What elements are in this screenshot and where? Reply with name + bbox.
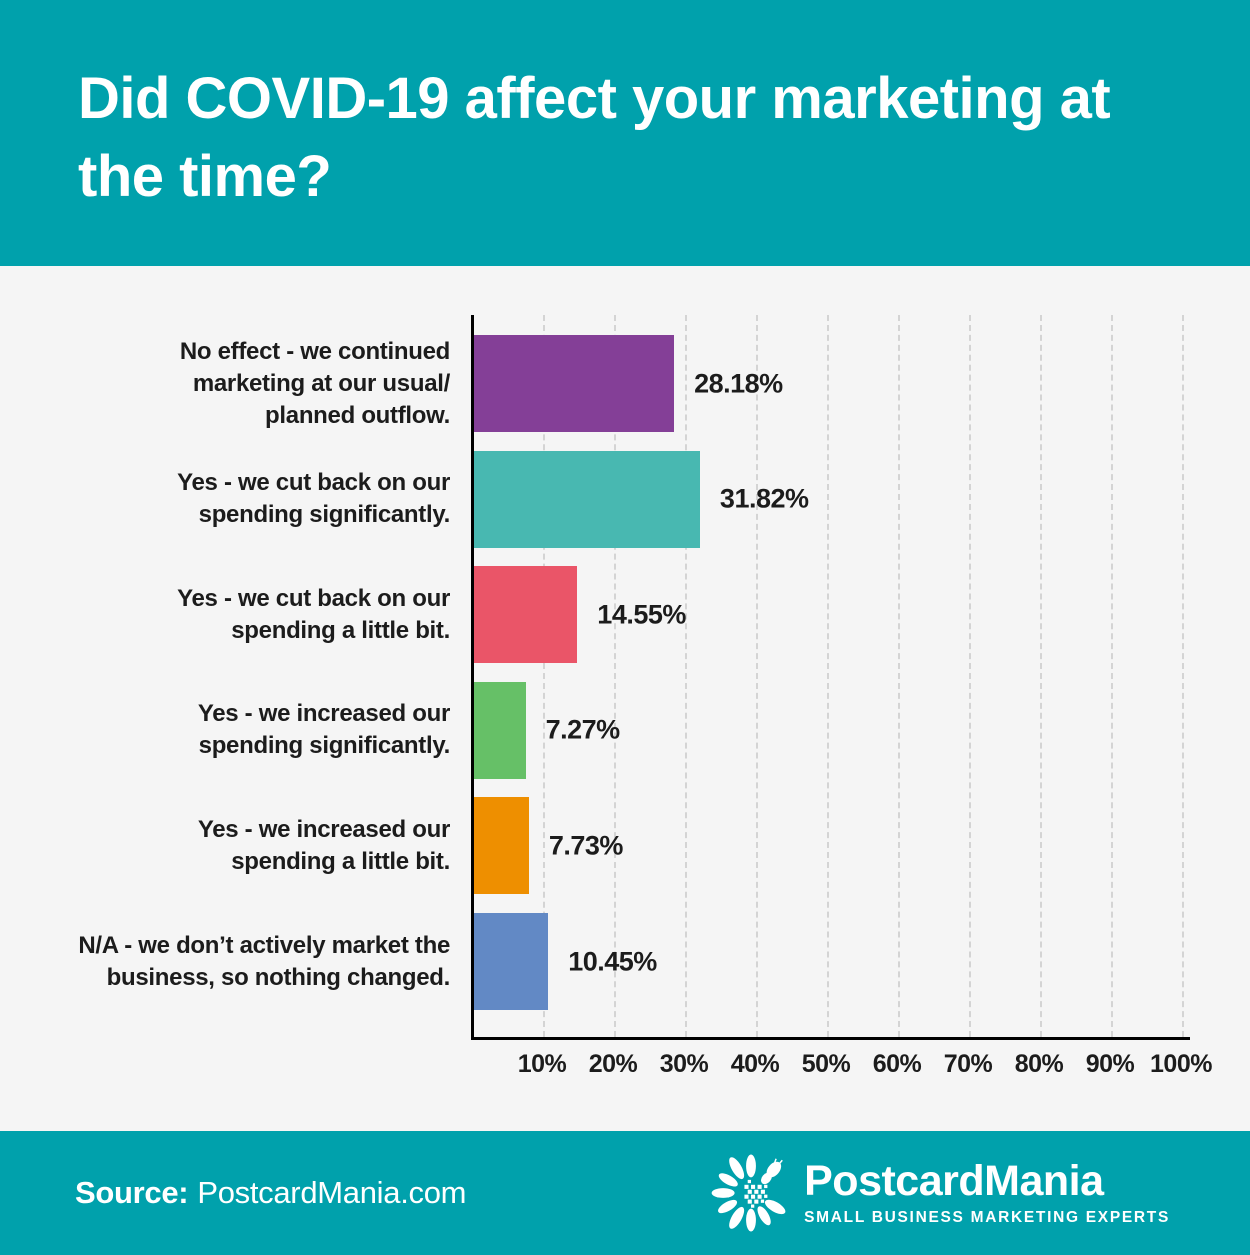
pixel-center bbox=[744, 1179, 768, 1208]
gridline bbox=[614, 315, 616, 1037]
page-title-line1: Did COVID-19 affect your marketing at bbox=[78, 66, 1111, 131]
bar bbox=[474, 797, 529, 895]
bar bbox=[474, 681, 526, 779]
bar bbox=[474, 913, 549, 1010]
plot-area: 28.18% 31.82% 14.55% 7.27% 7.73% 10.45% bbox=[471, 315, 1190, 1040]
logo-brand-text: PostcardMania bbox=[804, 1156, 1104, 1205]
value-label: 14.55% bbox=[597, 599, 686, 630]
x-axis-tick-label: 20% bbox=[588, 1050, 638, 1078]
page-title: Did COVID-19 affect your marketing at the… bbox=[78, 60, 1180, 216]
gridline bbox=[827, 315, 829, 1037]
x-axis-tick-label: 10% bbox=[517, 1050, 567, 1078]
category-label: N/A - we don’t actively market the busine… bbox=[0, 930, 471, 994]
butterfly-shape bbox=[761, 1158, 783, 1185]
category-label-line: Yes - we increased our bbox=[197, 700, 450, 728]
category-label-line: spending a little bit. bbox=[231, 616, 450, 644]
x-axis-tick-label: 90% bbox=[1085, 1050, 1135, 1078]
category-label-line: Yes - we cut back on our bbox=[177, 584, 450, 612]
source-label: Source: bbox=[75, 1175, 189, 1210]
gridline bbox=[1111, 315, 1113, 1037]
postcardmania-logo: PostcardMania SMALL BUSINESS MARKETING E… bbox=[710, 1152, 1170, 1234]
page-title-line2: the time? bbox=[78, 144, 332, 209]
gridline bbox=[898, 315, 900, 1037]
bar bbox=[474, 450, 700, 548]
x-axis-tick-label: 30% bbox=[659, 1050, 709, 1078]
value-label: 31.82% bbox=[719, 483, 809, 514]
category-label-line: spending a little bit. bbox=[231, 847, 450, 875]
x-axis-tick-label: 70% bbox=[943, 1050, 993, 1078]
gridline bbox=[1182, 315, 1184, 1037]
x-axis-tick-label: 50% bbox=[801, 1050, 851, 1078]
category-label: Yes - we cut back on our spending a littl… bbox=[0, 583, 471, 647]
bar bbox=[474, 335, 675, 432]
logo-tagline: SMALL BUSINESS MARKETING EXPERTS bbox=[804, 1208, 1170, 1226]
category-label-line: planned outflow. bbox=[265, 401, 450, 429]
logo-text: PostcardMania SMALL BUSINESS MARKETING E… bbox=[804, 1156, 1170, 1227]
bar bbox=[474, 566, 578, 664]
source-value: PostcardMania.com bbox=[197, 1175, 467, 1210]
source-credit: Source: PostcardMania.com bbox=[75, 1175, 466, 1211]
category-label-line: business, so nothing changed. bbox=[106, 963, 451, 991]
gridline bbox=[756, 315, 758, 1037]
category-label-line: Yes - we cut back on our bbox=[177, 469, 450, 497]
category-label-line: marketing at our usual/ bbox=[192, 369, 450, 397]
gridline bbox=[543, 315, 545, 1037]
x-axis-tick-label: 100% bbox=[1150, 1050, 1212, 1078]
bar-chart: 28.18% 31.82% 14.55% 7.27% 7.73% 10.45% 10% 20… bbox=[0, 266, 1250, 1131]
category-label: Yes - we increased our spending significa… bbox=[0, 698, 471, 762]
value-label: 7.73% bbox=[548, 830, 624, 861]
category-label-line: Yes - we increased our bbox=[197, 815, 450, 843]
category-label-line: spending significantly. bbox=[198, 501, 451, 529]
header-banner: Did COVID-19 affect your marketing at the… bbox=[0, 0, 1250, 266]
x-axis-tick-label: 60% bbox=[872, 1050, 922, 1078]
category-label-line: N/A - we don’t actively market the bbox=[78, 931, 450, 959]
x-axis-tick-label: 40% bbox=[730, 1050, 780, 1078]
category-label: No effect - we continued marketing at our… bbox=[0, 336, 471, 432]
value-label: 28.18% bbox=[694, 368, 783, 398]
value-label: 7.27% bbox=[545, 714, 621, 745]
flower-burst-icon bbox=[711, 1154, 786, 1232]
category-label-line: No effect - we continued bbox=[179, 337, 450, 365]
gridline bbox=[969, 315, 971, 1037]
flower-petals bbox=[711, 1154, 786, 1232]
category-label: Yes - we increased our spending a little … bbox=[0, 814, 471, 878]
category-label: Yes - we cut back on our spending signifi… bbox=[0, 467, 471, 531]
footer-banner: Source: PostcardMania.com bbox=[0, 1131, 1250, 1255]
category-label-line: spending significantly. bbox=[198, 732, 451, 760]
value-label: 10.45% bbox=[568, 946, 657, 976]
gridline bbox=[685, 315, 687, 1037]
gridline bbox=[1040, 315, 1042, 1037]
x-axis-tick-label: 80% bbox=[1014, 1050, 1064, 1078]
